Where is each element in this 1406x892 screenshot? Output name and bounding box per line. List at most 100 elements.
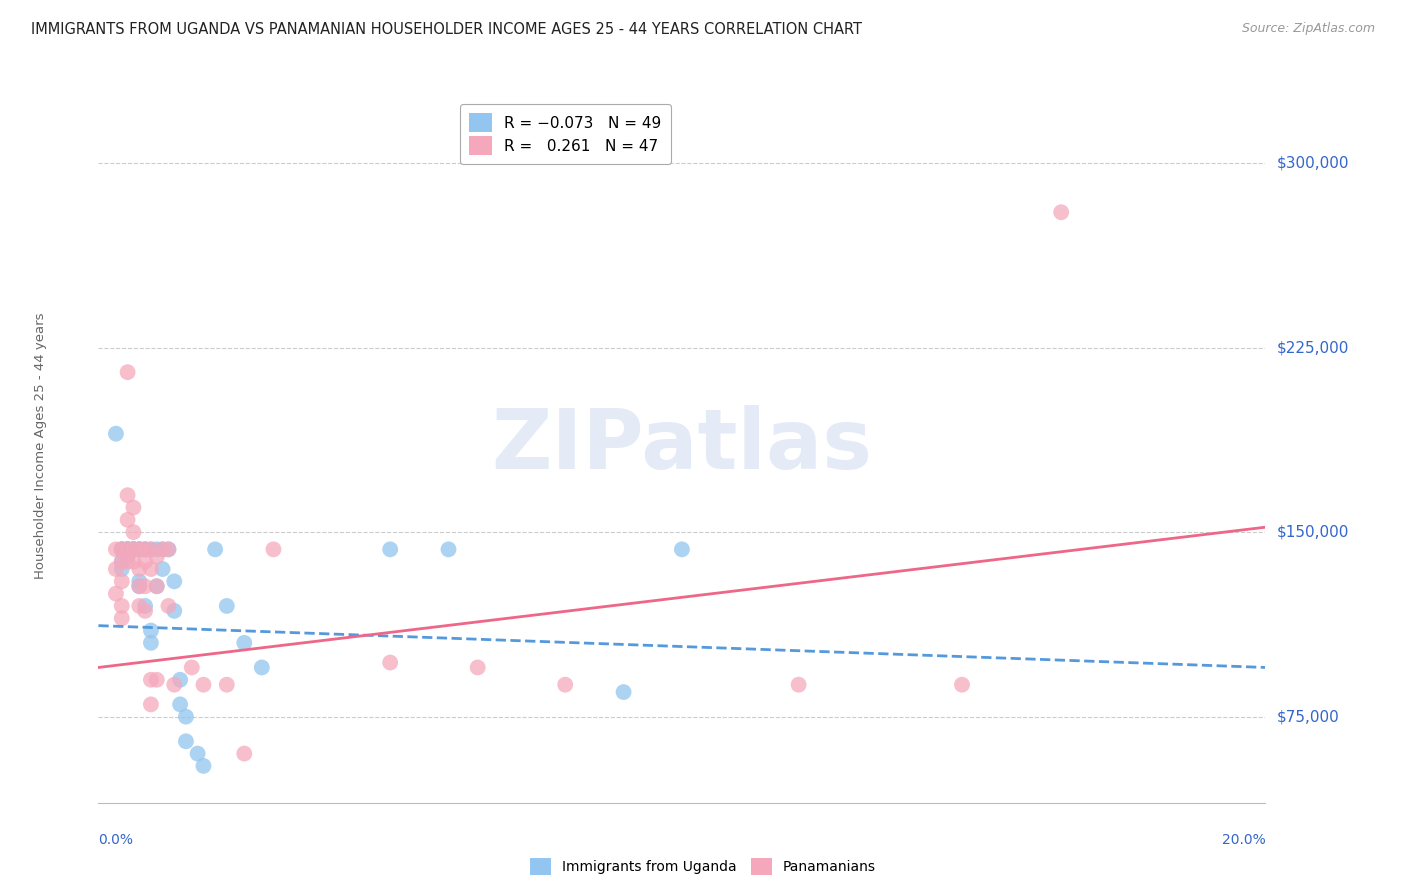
Point xyxy=(193,678,215,692)
Point xyxy=(128,579,150,593)
Point xyxy=(111,555,134,569)
Point xyxy=(104,562,127,576)
Point xyxy=(117,542,139,557)
Point xyxy=(437,542,460,557)
Point xyxy=(139,636,162,650)
Point xyxy=(104,426,127,441)
Point xyxy=(122,542,145,557)
Point xyxy=(122,500,145,515)
Text: 0.0%: 0.0% xyxy=(98,833,134,847)
Point xyxy=(787,678,810,692)
Point xyxy=(193,759,215,773)
Point xyxy=(111,555,134,569)
Point xyxy=(134,542,156,557)
Point xyxy=(467,660,489,674)
Point xyxy=(612,685,634,699)
Point xyxy=(950,678,973,692)
Point xyxy=(134,604,156,618)
Point xyxy=(111,562,134,576)
Text: $300,000: $300,000 xyxy=(1277,155,1348,170)
Point xyxy=(139,673,162,687)
Point xyxy=(378,542,402,557)
Point xyxy=(122,542,145,557)
Point xyxy=(111,542,134,557)
Point xyxy=(134,555,156,569)
Point xyxy=(157,542,180,557)
Point xyxy=(146,579,169,593)
Point xyxy=(152,542,174,557)
Legend: R = −0.073   N = 49, R =   0.261   N = 47: R = −0.073 N = 49, R = 0.261 N = 47 xyxy=(460,104,671,164)
Point xyxy=(128,542,150,557)
Point xyxy=(233,636,256,650)
Point xyxy=(117,542,139,557)
Point xyxy=(554,678,576,692)
Point xyxy=(122,542,145,557)
Point xyxy=(111,611,134,625)
Point xyxy=(169,673,191,687)
Point xyxy=(146,673,169,687)
Point xyxy=(174,734,197,748)
Point xyxy=(117,549,139,564)
Point xyxy=(111,599,134,613)
Point xyxy=(146,579,169,593)
Point xyxy=(163,604,186,618)
Point xyxy=(139,624,162,638)
Point xyxy=(215,678,238,692)
Point xyxy=(233,747,256,761)
Point xyxy=(117,542,139,557)
Point xyxy=(163,574,186,589)
Point xyxy=(139,698,162,712)
Point xyxy=(134,599,156,613)
Text: IMMIGRANTS FROM UGANDA VS PANAMANIAN HOUSEHOLDER INCOME AGES 25 - 44 YEARS CORRE: IMMIGRANTS FROM UGANDA VS PANAMANIAN HOU… xyxy=(31,22,862,37)
Point xyxy=(152,542,174,557)
Point xyxy=(146,549,169,564)
Point xyxy=(134,579,156,593)
Text: $225,000: $225,000 xyxy=(1277,340,1348,355)
Point xyxy=(139,542,162,557)
Text: Householder Income Ages 25 - 44 years: Householder Income Ages 25 - 44 years xyxy=(34,313,46,579)
Legend: Immigrants from Uganda, Panamanians: Immigrants from Uganda, Panamanians xyxy=(524,853,882,880)
Point xyxy=(134,542,156,557)
Point xyxy=(215,599,238,613)
Point xyxy=(122,555,145,569)
Point xyxy=(139,542,162,557)
Point xyxy=(117,542,139,557)
Text: Source: ZipAtlas.com: Source: ZipAtlas.com xyxy=(1241,22,1375,36)
Point xyxy=(128,562,150,576)
Point xyxy=(111,574,134,589)
Point xyxy=(122,542,145,557)
Point xyxy=(139,562,162,576)
Point xyxy=(111,542,134,557)
Point xyxy=(117,513,139,527)
Point xyxy=(128,542,150,557)
Point xyxy=(262,542,284,557)
Point xyxy=(169,698,191,712)
Point xyxy=(152,562,174,576)
Point xyxy=(122,542,145,557)
Point xyxy=(146,542,169,557)
Point xyxy=(1050,205,1073,219)
Text: $75,000: $75,000 xyxy=(1277,709,1340,724)
Text: 20.0%: 20.0% xyxy=(1222,833,1265,847)
Point xyxy=(174,709,197,723)
Point xyxy=(117,488,139,502)
Text: $150,000: $150,000 xyxy=(1277,524,1348,540)
Point xyxy=(163,678,186,692)
Point xyxy=(111,542,134,557)
Point xyxy=(128,542,150,557)
Point xyxy=(250,660,273,674)
Point xyxy=(128,579,150,593)
Point xyxy=(122,542,145,557)
Point xyxy=(122,525,145,540)
Point xyxy=(157,599,180,613)
Point xyxy=(117,365,139,379)
Point xyxy=(128,542,150,557)
Point xyxy=(111,542,134,557)
Point xyxy=(104,542,127,557)
Point xyxy=(128,574,150,589)
Point xyxy=(204,542,226,557)
Point xyxy=(104,587,127,601)
Point xyxy=(117,555,139,569)
Point xyxy=(134,542,156,557)
Point xyxy=(117,542,139,557)
